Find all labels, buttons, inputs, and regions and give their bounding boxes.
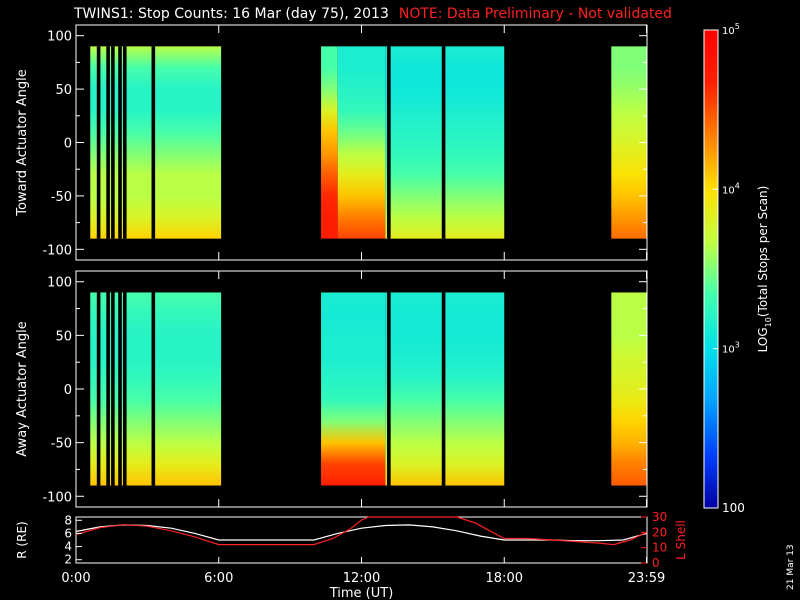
toward-gap-stripe bbox=[441, 46, 446, 239]
colorbar-tick-label: 104 bbox=[722, 181, 740, 196]
xtick-label: 23:59 bbox=[628, 571, 665, 586]
away-gap-stripe bbox=[387, 292, 391, 486]
toward-ytick-label: 0 bbox=[64, 137, 72, 152]
colorbar-label-subscript: 10 bbox=[764, 317, 773, 327]
away-gap-stripe bbox=[111, 292, 115, 486]
xtick-label: 6:00 bbox=[204, 571, 233, 586]
toward-ytick-label: -50 bbox=[51, 190, 72, 205]
toward-gap-stripe bbox=[96, 46, 101, 239]
orbit-left-ylabel: R (RE) bbox=[15, 521, 29, 558]
away-data-block bbox=[321, 292, 386, 486]
orbit-right-ylabel: L Shell bbox=[674, 520, 688, 560]
orbit-right-ytick-label: 20 bbox=[652, 525, 667, 539]
toward-gap-stripe bbox=[122, 46, 127, 239]
away-gap-stripe bbox=[122, 292, 127, 486]
xtick-label: 18:00 bbox=[486, 571, 523, 586]
away-gap-stripe bbox=[118, 292, 122, 486]
colorbar-tick-label: 105 bbox=[722, 22, 740, 37]
toward-ylabel: Toward Actuator Angle bbox=[15, 69, 30, 216]
toward-gap-stripe bbox=[151, 46, 156, 239]
away-gap-stripe bbox=[151, 292, 156, 486]
toward-ytick-label: 100 bbox=[47, 30, 72, 45]
preliminary-note: NOTE: Data Preliminary - Not validated bbox=[398, 6, 672, 22]
toward-gap-stripe bbox=[387, 46, 391, 239]
away-panel: 100 50 0 -50 -100 Away Actuator Angle bbox=[15, 270, 648, 508]
toward-data-block bbox=[337, 46, 386, 239]
colorbar-bar bbox=[703, 29, 719, 509]
toward-panel: 100 50 0 -50 -100 Toward Actuator Angle bbox=[15, 24, 648, 261]
toward-gap-stripe bbox=[118, 46, 122, 239]
away-ytick-label: 100 bbox=[47, 276, 72, 291]
r-distance-line bbox=[75, 524, 647, 542]
orbit-right-ytick-label: 10 bbox=[652, 541, 667, 555]
away-ytick-label: -50 bbox=[51, 437, 72, 452]
colorbar-tick-label: 103 bbox=[722, 341, 740, 356]
away-gap-stripe bbox=[106, 292, 110, 486]
title-text: TWINS1: Stop Counts: 16 Mar (day 75), 20… bbox=[74, 6, 389, 22]
lshell-line bbox=[75, 516, 647, 546]
colorbar-label: LOG10(Total Stops per Scan) bbox=[756, 186, 773, 353]
colorbar-tick-exponent: 3 bbox=[735, 341, 740, 350]
chart-title: TWINS1: Stop Counts: 16 Mar (day 75), 20… bbox=[74, 6, 672, 22]
toward-data-block bbox=[321, 46, 338, 239]
colorbar-tick-exponent: 4 bbox=[735, 181, 740, 190]
colorbar-tick-exponent: 5 bbox=[735, 22, 740, 31]
toward-gap-stripe bbox=[111, 46, 115, 239]
away-ytick-label: -100 bbox=[42, 490, 72, 505]
xtick-label: 0:00 bbox=[61, 571, 90, 586]
orbit-right-ytick-label: 30 bbox=[652, 510, 667, 524]
x-axis-label: Time (UT) bbox=[329, 586, 394, 600]
orbit-right-ytick-label: 0 bbox=[652, 556, 660, 570]
away-ytick-label: 50 bbox=[55, 329, 72, 344]
colorbar-label-rest: (Total Stops per Scan) bbox=[756, 186, 770, 317]
orbit-left-ytick-label: 4 bbox=[64, 540, 72, 554]
away-gap-stripe bbox=[96, 292, 101, 486]
away-gap-stripe bbox=[441, 292, 446, 486]
away-ytick-label: 0 bbox=[64, 383, 72, 398]
date-stamp: 21 Mar 13 bbox=[786, 544, 796, 590]
toward-ytick-label: 50 bbox=[55, 83, 72, 98]
toward-ytick-label: -100 bbox=[42, 243, 72, 258]
orbit-left-ytick-label: 2 bbox=[64, 553, 72, 567]
colorbar-tick-label: 100 bbox=[722, 501, 745, 515]
away-ylabel: Away Actuator Angle bbox=[15, 321, 30, 456]
xtick-label: 12:00 bbox=[343, 571, 380, 586]
orbit-left-ytick-label: 8 bbox=[64, 513, 72, 527]
toward-gap-stripe bbox=[106, 46, 110, 239]
orbit-left-ytick-label: 6 bbox=[64, 526, 72, 540]
